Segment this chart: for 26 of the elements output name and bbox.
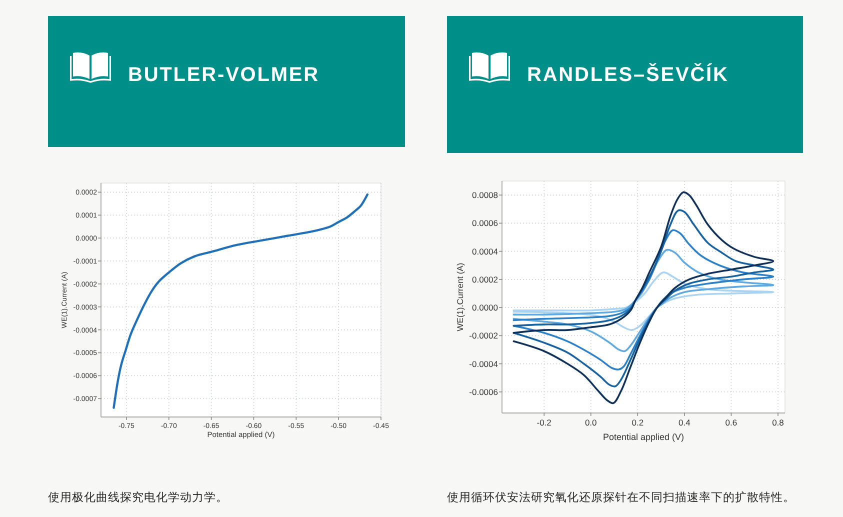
chart-title: BUTLER-VOLMER <box>128 64 320 86</box>
line-series <box>512 229 774 370</box>
line-series <box>512 191 774 404</box>
line-series <box>112 193 369 409</box>
text: 使用极化曲线探究电化学动力学。 <box>48 490 228 504</box>
x-tick-label: -0.2 <box>536 418 552 428</box>
y-tick-label: 0.0008 <box>472 190 498 200</box>
x-tick-label: 0.6 <box>725 418 738 428</box>
y-axis-title: WE(1).Current (A) <box>454 262 465 332</box>
x-tick-label: 0.8 <box>772 418 784 428</box>
y-tick-label: 0.0002 <box>472 274 498 284</box>
y-tick-label: 0.0000 <box>472 302 498 313</box>
x-axis-title: Potential applied (V) <box>602 432 684 442</box>
text: 使用循环伏安法研究氧化还原探针在不同扫描速率下的扩散特性。 <box>447 490 795 504</box>
y-tick-label: -0.0004 <box>469 358 498 369</box>
y-tick-label: -0.0002 <box>469 330 498 341</box>
chart-title: RANDLES–ŠEVČÍK <box>527 63 729 86</box>
line-series <box>512 210 774 388</box>
y-tick-label: 0.0006 <box>472 218 498 228</box>
x-tick-label: 0.2 <box>632 418 644 428</box>
y-tick-label: -0.0006 <box>469 386 498 397</box>
x-tick-label: 0.0 <box>584 418 598 428</box>
line-series <box>512 248 774 352</box>
line-series <box>512 271 774 331</box>
x-tick-label: 0.4 <box>678 418 691 428</box>
y-tick-label: 0.0004 <box>472 246 498 256</box>
